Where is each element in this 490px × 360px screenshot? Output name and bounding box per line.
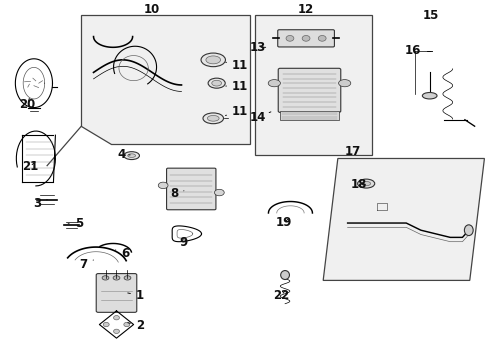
Text: 7: 7	[80, 258, 94, 271]
Polygon shape	[81, 15, 250, 144]
Text: 9: 9	[180, 236, 188, 249]
Text: 6: 6	[116, 247, 129, 260]
Text: 20: 20	[20, 98, 36, 111]
Text: 2: 2	[128, 319, 144, 332]
Ellipse shape	[208, 78, 225, 88]
FancyBboxPatch shape	[96, 274, 137, 312]
Circle shape	[318, 36, 326, 41]
Text: 19: 19	[276, 216, 292, 229]
Text: 17: 17	[344, 145, 361, 158]
Text: 14: 14	[250, 111, 271, 124]
Circle shape	[286, 36, 294, 41]
Text: 18: 18	[351, 178, 367, 191]
Text: 13: 13	[250, 41, 267, 54]
Ellipse shape	[206, 56, 220, 64]
Ellipse shape	[215, 189, 224, 196]
Text: 8: 8	[170, 187, 184, 200]
Ellipse shape	[362, 181, 370, 186]
Polygon shape	[323, 158, 485, 280]
Text: 11: 11	[226, 59, 248, 72]
Text: 22: 22	[273, 289, 290, 302]
FancyBboxPatch shape	[167, 168, 216, 210]
Polygon shape	[280, 111, 339, 120]
Ellipse shape	[102, 276, 109, 280]
Ellipse shape	[281, 271, 290, 279]
Text: 3: 3	[33, 197, 47, 210]
Circle shape	[103, 322, 109, 327]
Ellipse shape	[113, 276, 120, 280]
Circle shape	[114, 329, 120, 333]
Text: 15: 15	[422, 9, 439, 22]
Ellipse shape	[268, 80, 280, 87]
Text: 11: 11	[225, 105, 248, 118]
Ellipse shape	[201, 53, 225, 67]
FancyBboxPatch shape	[278, 30, 334, 47]
Ellipse shape	[339, 80, 351, 87]
Ellipse shape	[124, 152, 140, 159]
Text: 21: 21	[22, 160, 38, 173]
Circle shape	[124, 322, 130, 327]
Text: 11: 11	[226, 80, 248, 93]
Ellipse shape	[128, 154, 136, 157]
Circle shape	[114, 316, 120, 320]
Ellipse shape	[124, 276, 131, 280]
Ellipse shape	[212, 80, 221, 86]
Bar	[255, 15, 372, 155]
Text: 1: 1	[128, 289, 144, 302]
Circle shape	[302, 36, 310, 41]
Ellipse shape	[422, 93, 437, 99]
Text: 16: 16	[404, 44, 421, 57]
Ellipse shape	[358, 179, 375, 188]
Text: 5: 5	[68, 217, 83, 230]
FancyBboxPatch shape	[278, 68, 341, 112]
Text: 10: 10	[144, 3, 160, 16]
Ellipse shape	[158, 182, 168, 189]
Text: 12: 12	[298, 3, 314, 16]
Ellipse shape	[465, 225, 473, 235]
Text: 4: 4	[118, 148, 130, 161]
Ellipse shape	[207, 116, 219, 121]
Ellipse shape	[203, 113, 223, 124]
